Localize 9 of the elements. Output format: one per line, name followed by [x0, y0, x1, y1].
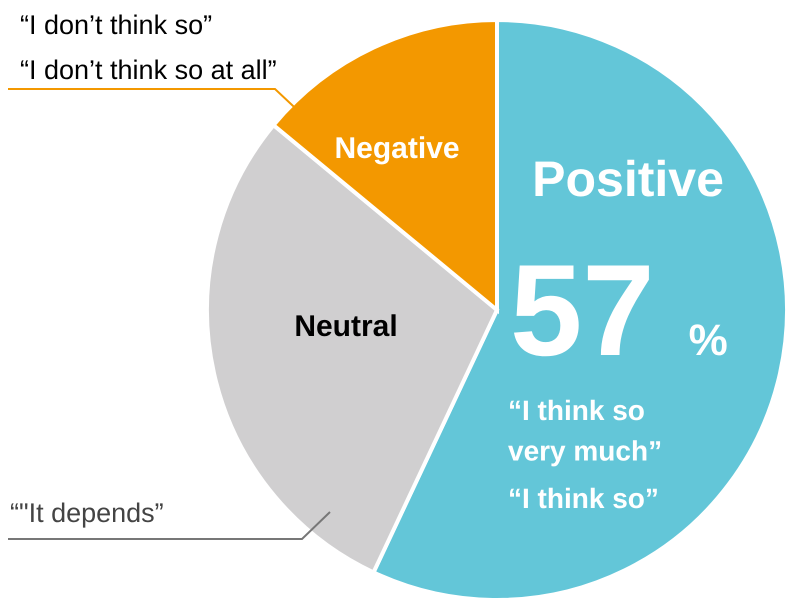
slice-label: Neutral	[294, 310, 398, 343]
slice-label: Negative	[334, 132, 460, 165]
slice-label: Positive	[532, 151, 724, 207]
text: “I don’t think so”	[20, 10, 212, 40]
text: “"It depends”	[10, 498, 164, 528]
text: “I don’t think so at all”	[20, 55, 277, 85]
data-label: 57%	[510, 237, 728, 383]
text: “I think so”	[508, 483, 659, 514]
text: “I think so very much”	[508, 395, 662, 467]
